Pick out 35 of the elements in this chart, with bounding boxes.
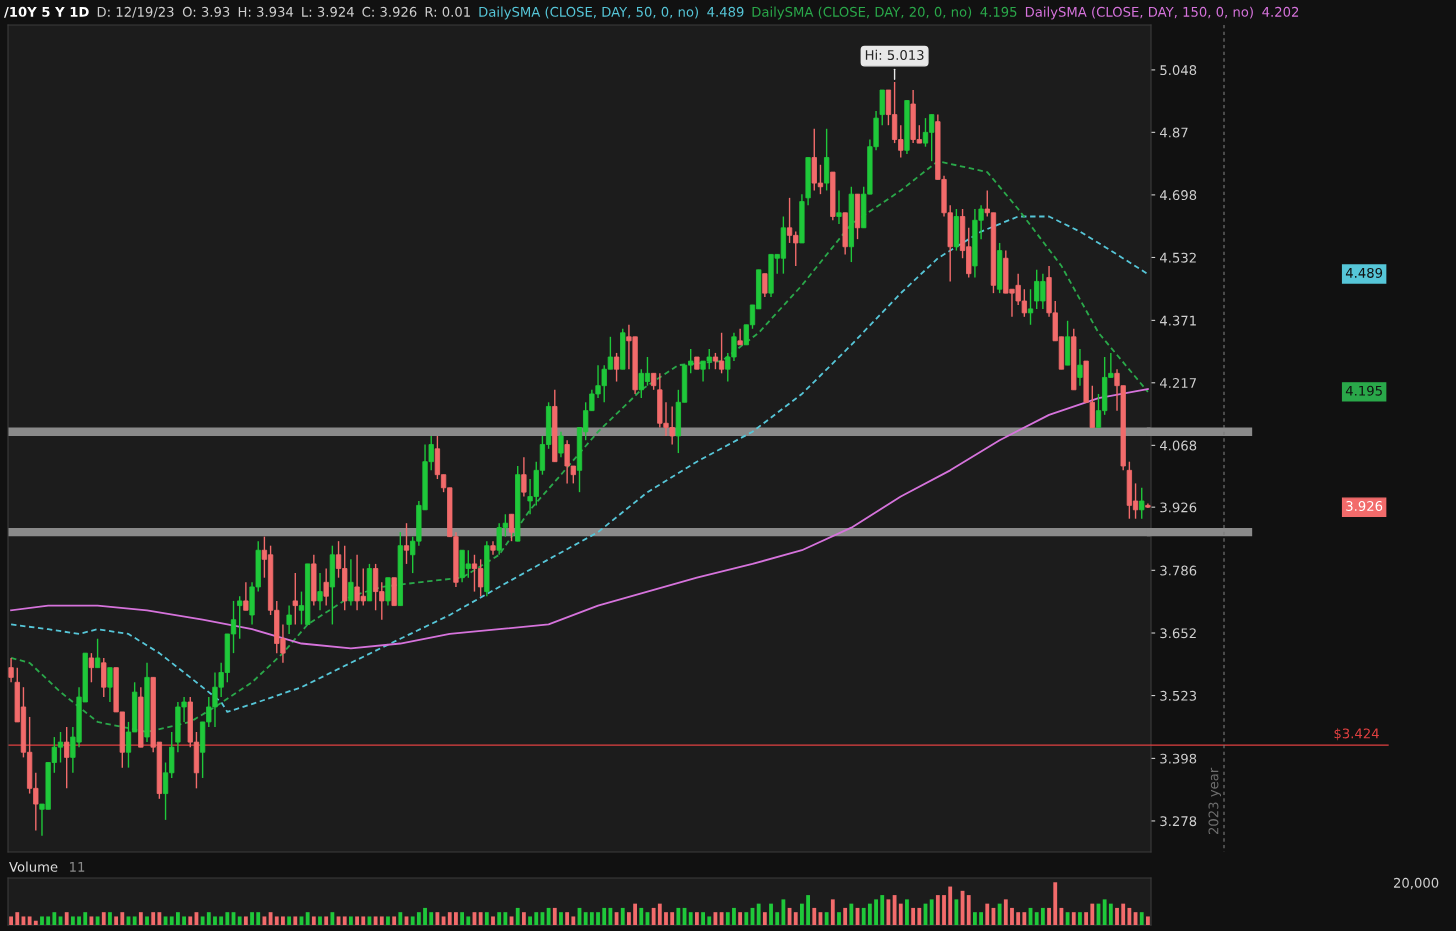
- text: DailySMA (CLOSE, DAY, 150, 0, no): [1025, 6, 1253, 20]
- y-tick-label: 3.652: [1160, 628, 1196, 639]
- text: O: 3.93: [182, 6, 230, 17]
- y-tick-label: 3.523: [1160, 690, 1197, 701]
- y-tick-label: 4.217: [1159, 378, 1196, 388]
- text: 4.489: [1345, 267, 1383, 278]
- text: 4.195: [980, 6, 1017, 17]
- y-tick-label: 3.786: [1160, 565, 1197, 576]
- chart-title: /10Y 5 Y 1D: [4, 6, 89, 18]
- y-tick-label: 4.371: [1159, 315, 1196, 326]
- text: 2023 year: [1208, 767, 1221, 835]
- y-tick-label: 4.532: [1159, 252, 1196, 263]
- text: 4.489: [707, 6, 744, 17]
- y-tick-label: 3.926: [1160, 502, 1197, 513]
- chart-title: Volume: [9, 861, 58, 872]
- text: R: 0.01: [425, 6, 470, 17]
- ref-line-label: $3.424: [1334, 728, 1379, 741]
- y-tick-label: 4.068: [1159, 440, 1197, 451]
- y-tick-label: 4.87: [1159, 127, 1188, 138]
- y-tick-label: 5.048: [1160, 65, 1197, 76]
- text: 4.202: [1262, 6, 1299, 17]
- text: 4.195: [1345, 385, 1382, 396]
- text: 20,000: [1393, 877, 1439, 890]
- text: C: 3.926: [362, 6, 417, 17]
- text: L: 3.924: [302, 6, 354, 17]
- text: H: 3.934: [238, 6, 294, 17]
- text: DailySMA (CLOSE, DAY, 50, 0, no): [479, 6, 698, 20]
- y-tick-label: 3.278: [1160, 816, 1197, 827]
- text: 3.926: [1346, 501, 1383, 511]
- text: DailySMA (CLOSE, DAY, 20, 0, no): [752, 6, 972, 20]
- annotation: Hi: 5.013: [865, 49, 924, 60]
- text: D: 12/19/23: [97, 6, 174, 18]
- chart-subtitle: 11: [70, 862, 85, 872]
- y-tick-label: 3.398: [1160, 753, 1197, 764]
- y-tick-label: 4.698: [1159, 190, 1197, 201]
